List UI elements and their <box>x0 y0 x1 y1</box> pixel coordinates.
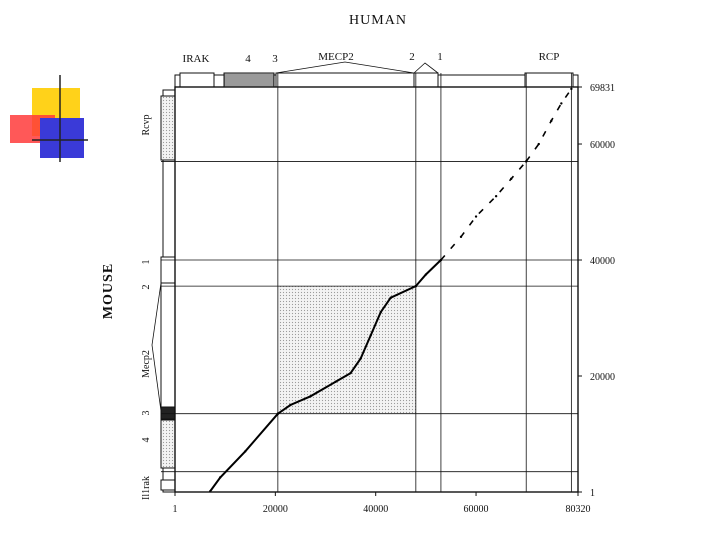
alignment-point <box>550 119 553 123</box>
alignment-point <box>494 195 498 198</box>
alignment-segment-dashed <box>525 88 573 162</box>
gene-box-rcp <box>524 72 574 88</box>
gene-box-irak <box>179 72 215 88</box>
alignment-point <box>276 412 280 415</box>
y-tick-label: 1 <box>590 488 595 499</box>
gene-box-rcvp <box>160 95 176 161</box>
alignment-point <box>359 357 362 360</box>
gene-box-mouse-exon-3 <box>160 406 176 420</box>
alignment-point <box>334 380 337 384</box>
alignment-point <box>509 177 513 181</box>
alignment-point <box>379 311 382 314</box>
alignment-point <box>474 215 478 218</box>
mouse-axis-title: MOUSE <box>101 263 116 319</box>
alignment-segment-solid <box>209 413 279 492</box>
gene-label-mouse-exon-1: 1 <box>141 260 152 265</box>
gene-label-mecp2: MECP2 <box>318 51 353 63</box>
human-axis-title: HUMAN <box>349 13 407 28</box>
alignment-point <box>218 476 222 479</box>
mouse-mecp2-bracket <box>151 282 162 412</box>
gene-label-mouse-exon-2: 2 <box>141 285 152 290</box>
reference-lines <box>161 73 578 492</box>
alignment-point <box>570 87 573 91</box>
alignment-point <box>439 258 443 262</box>
exon-bracket <box>413 62 439 74</box>
human-gene-track: IRAK 4 3 MECP2 2 1 RCP <box>174 51 579 88</box>
alignment-segment-solid <box>415 259 442 287</box>
gene-label-exon-1: 1 <box>437 51 443 63</box>
plot-frame <box>174 86 579 493</box>
gene-box-il1rak <box>160 479 176 491</box>
gene-box-exon-4 <box>223 72 275 88</box>
gene-label-exon-2: 2 <box>409 51 415 63</box>
x-tick-label: 20000 <box>263 504 288 515</box>
gene-label-mouse-exon-4: 4 <box>141 438 152 443</box>
alignment-segment-dashed <box>440 160 527 261</box>
gene-label-rcvp: Rcvp <box>141 114 152 135</box>
mecp2-bracket <box>275 61 415 74</box>
gene-label-irak: IRAK <box>183 53 210 65</box>
y-tick-label: 69831 <box>590 83 615 94</box>
x-tick-label: 40000 <box>363 504 388 515</box>
decorative-squares <box>10 75 88 162</box>
alignment-point <box>560 102 563 105</box>
gene-box-mouse-mecp2 <box>160 282 176 412</box>
alignment-point <box>244 450 247 453</box>
mouse-gene-track: Rcvp 1 2 Mecp2 3 4 Il1rak <box>141 89 176 500</box>
gene-label-exon-4: 4 <box>245 53 251 65</box>
gene-label-mouse-mecp2: Mecp2 <box>141 350 152 378</box>
alignment-point <box>525 160 528 163</box>
gene-box-mouse-exon-4 <box>160 419 176 469</box>
alignment-segment-solid <box>277 285 417 415</box>
mecp2-highlight-region <box>277 286 416 414</box>
alignment-point <box>389 296 392 299</box>
x-tick-label: 60000 <box>464 504 489 515</box>
gene-label-il1rak: Il1rak <box>141 476 152 500</box>
alignment-point <box>414 284 418 288</box>
alignment-point <box>369 334 372 337</box>
y-axis-ticks: 1 20000 40000 60000 69831 <box>578 83 615 499</box>
x-tick-label: 80320 <box>566 504 591 515</box>
blue-square <box>40 118 84 158</box>
gene-box-mouse-exon-1 <box>160 256 176 284</box>
alignment-point <box>309 395 312 398</box>
alignment-point <box>289 403 292 407</box>
x-tick-label: 1 <box>173 504 178 515</box>
gene-label-exon-3: 3 <box>272 53 278 65</box>
alignment-point <box>459 235 463 239</box>
y-tick-label: 60000 <box>590 140 615 151</box>
alignment-point <box>424 273 428 276</box>
gene-label-mouse-exon-3: 3 <box>141 411 152 416</box>
gene-box-mecp2 <box>275 72 415 88</box>
gene-box-exon-1 <box>413 72 439 88</box>
alignment-point <box>537 142 540 146</box>
y-tick-label: 20000 <box>590 372 615 383</box>
alignment-dots <box>208 87 573 493</box>
y-tick-label: 40000 <box>590 256 615 267</box>
gene-label-rcp: RCP <box>539 51 560 63</box>
alignment-point <box>349 371 352 375</box>
x-axis-ticks: 1 20000 40000 60000 80320 <box>173 492 591 515</box>
